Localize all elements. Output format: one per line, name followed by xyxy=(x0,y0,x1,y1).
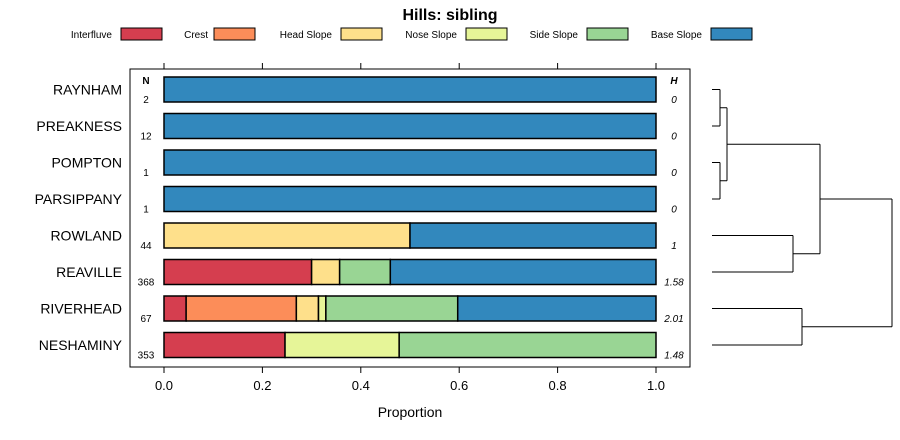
h-value: 1 xyxy=(671,241,677,252)
category-label: ROWLAND xyxy=(50,228,122,244)
n-header: N xyxy=(142,76,149,87)
bar-segment-base-slope xyxy=(163,76,657,103)
legend-label-crest: Crest xyxy=(184,30,208,41)
bar-segment-side-slope xyxy=(325,295,459,322)
legend-swatch-interfluve xyxy=(120,27,163,41)
bar-segment-nose-slope xyxy=(317,295,327,322)
h-value: 0 xyxy=(671,168,677,179)
chart-title: Hills: sibling xyxy=(402,7,497,24)
bar-segment-side-slope xyxy=(398,331,657,359)
x-tick-label: 0.2 xyxy=(253,378,271,393)
category-label: NESHAMINY xyxy=(39,337,123,353)
h-value: 0 xyxy=(671,205,677,216)
legend-label-interfluve: Interfluve xyxy=(71,30,113,41)
bar-segment-base-slope xyxy=(389,258,657,286)
x-tick-label: 0.6 xyxy=(450,378,468,393)
n-value: 1 xyxy=(143,205,149,216)
dendrogram xyxy=(712,89,893,346)
legend-swatch-base-slope xyxy=(710,27,753,41)
bar-segment-nose-slope xyxy=(284,331,400,359)
n-value: 12 xyxy=(140,132,152,143)
bar-segment-base-slope xyxy=(163,185,657,213)
h-value: 2.01 xyxy=(663,314,683,325)
bar-segment-base-slope xyxy=(409,222,657,249)
legend-label-base-slope: Base Slope xyxy=(651,30,703,41)
bar-segment-head-slope xyxy=(295,295,320,322)
n-value: 1 xyxy=(143,168,149,179)
h-value: 1.58 xyxy=(664,278,684,289)
legend-label-nose-slope: Nose Slope xyxy=(405,30,457,41)
x-tick-label: 1.0 xyxy=(647,378,665,393)
h-value: 0 xyxy=(671,132,677,143)
h-value: 1.48 xyxy=(664,351,684,362)
bar-segment-head-slope xyxy=(163,222,411,249)
n-value: 368 xyxy=(138,278,155,289)
h-header: H xyxy=(670,76,678,87)
x-tick-label: 0.0 xyxy=(155,378,173,393)
legend-swatch-head-slope xyxy=(340,27,383,41)
bar-segment-interfluve xyxy=(163,331,286,359)
plot-border xyxy=(129,68,691,368)
category-label: PREAKNESS xyxy=(36,118,122,134)
legend-swatch-side-slope xyxy=(586,27,629,41)
n-value: 2 xyxy=(143,95,149,106)
bar-segment-interfluve xyxy=(163,295,187,322)
category-label: PARSIPPANY xyxy=(35,191,123,207)
n-value: 44 xyxy=(140,241,152,252)
bar-segment-crest xyxy=(185,295,298,322)
category-label: RAYNHAM xyxy=(53,82,122,98)
x-tick-label: 0.4 xyxy=(352,378,370,393)
legend-label-side-slope: Side Slope xyxy=(530,30,579,41)
n-value: 353 xyxy=(138,351,155,362)
x-axis-title: Proportion xyxy=(378,404,443,420)
bar-segment-head-slope xyxy=(310,258,341,286)
legend: Interfluve Crest Head Slope Nose Slope Side … xyxy=(71,27,753,41)
bar-segment-base-slope xyxy=(163,112,657,140)
category-label: POMPTON xyxy=(51,155,122,171)
x-tick-label: 0.8 xyxy=(549,378,567,393)
n-value: 67 xyxy=(140,314,152,325)
legend-swatch-nose-slope xyxy=(465,27,508,41)
h-value: 0 xyxy=(671,95,677,106)
bar-segment-base-slope xyxy=(163,149,657,176)
bar-segment-side-slope xyxy=(338,258,392,286)
category-label: REAVILLE xyxy=(56,264,122,280)
legend-swatch-crest xyxy=(213,27,256,41)
category-label: RIVERHEAD xyxy=(40,301,122,317)
legend-label-head-slope: Head Slope xyxy=(280,30,333,41)
bar-segment-interfluve xyxy=(163,258,313,286)
bar-segment-base-slope xyxy=(456,295,657,322)
